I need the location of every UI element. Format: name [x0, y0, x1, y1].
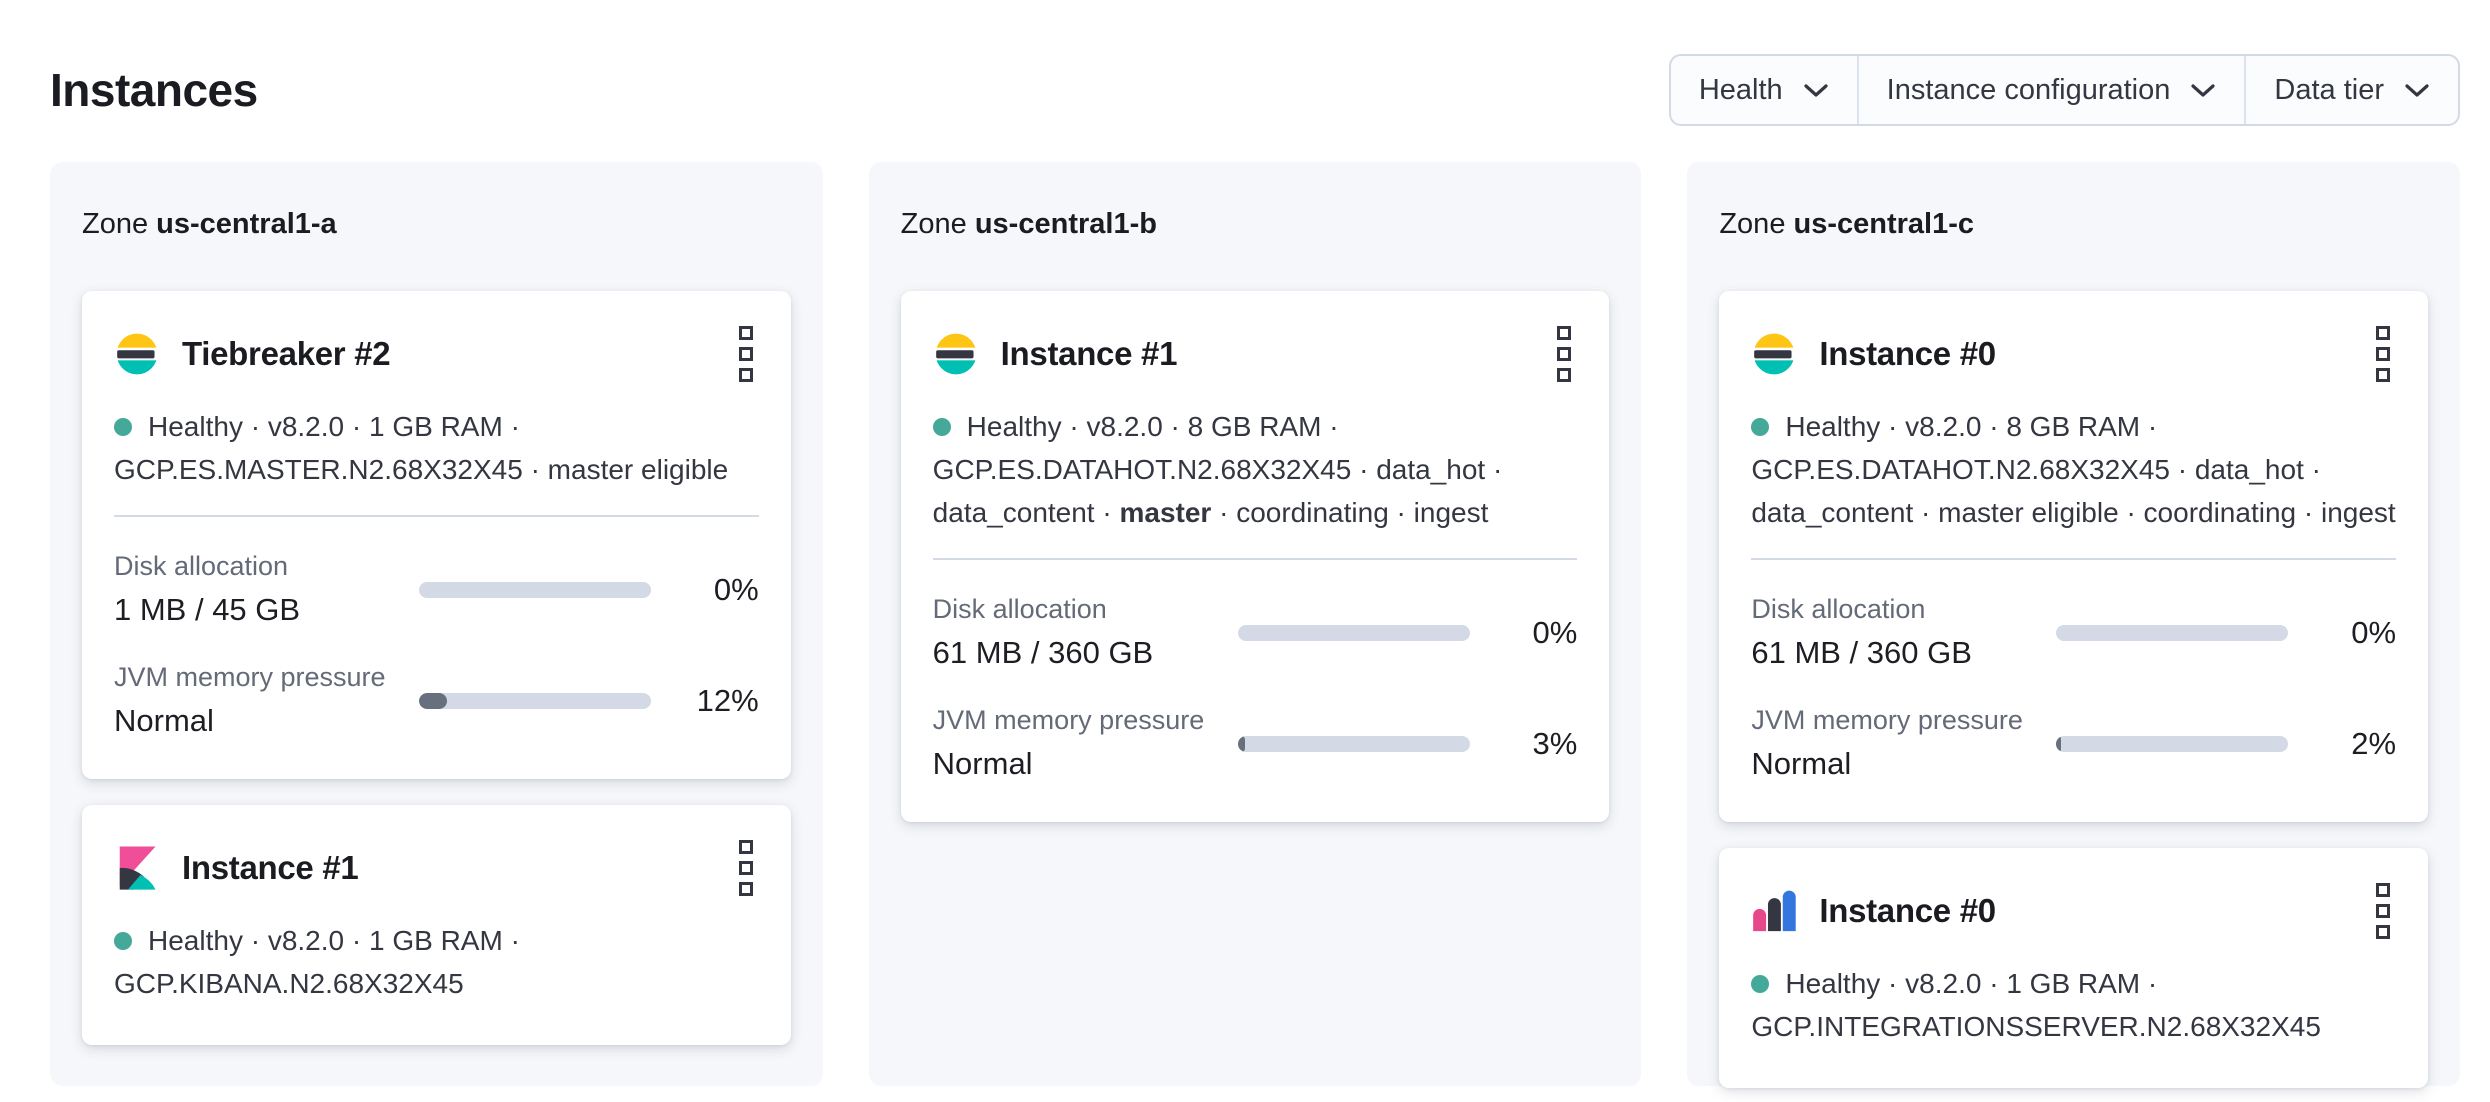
instance-config-line: GCP.INTEGRATIONSSERVER.N2.68X32X45	[1751, 1011, 2321, 1042]
metric-percent: 0%	[1532, 614, 1578, 650]
zone-label: Zone us-central1-a	[82, 208, 337, 240]
integrations-server-logo	[1751, 888, 1797, 934]
instance-card: Instance #0 Healthy · v8.2.0 · 8 GB RAM …	[1719, 291, 2429, 822]
filter-data-tier-button[interactable]: Data tier	[2244, 56, 2458, 124]
health-dot-icon	[114, 932, 132, 950]
instance-menu-button[interactable]	[734, 323, 759, 385]
disk-allocation-metric: Disk allocation 61 MB / 360 GB 0%	[933, 594, 1578, 671]
boxes-vertical-icon	[738, 840, 753, 896]
zones-row: Zone us-central1-a Tiebreaker #2 Healthy…	[50, 162, 2461, 1088]
health-dot-icon	[114, 418, 132, 436]
elasticsearch-logo	[933, 331, 979, 377]
instance-menu-button[interactable]	[734, 837, 759, 899]
metric-label: Disk allocation	[932, 594, 1107, 624]
jvm-pressure-bar	[1237, 735, 1470, 752]
boxes-vertical-icon	[2376, 326, 2391, 382]
instance-title: Tiebreaker #2	[182, 335, 391, 372]
boxes-vertical-icon	[1557, 326, 1572, 382]
instance-config-line: GCP.ES.MASTER.N2.68X32X45 · master eligi…	[114, 454, 729, 485]
metric-value: Normal	[932, 746, 1033, 781]
page-title: Instances	[50, 64, 258, 116]
disk-usage-bar	[1237, 624, 1470, 641]
instance-config-line: GCP.ES.DATAHOT.N2.68X32X45 · data_hot ·	[932, 454, 1503, 485]
instance-title: Instance #1	[1000, 335, 1178, 372]
chevron-down-icon	[2405, 83, 2429, 97]
health-dot-icon	[932, 418, 951, 436]
filter-health-label: Health	[1698, 73, 1783, 106]
instance-title: Instance #0	[1819, 892, 1996, 929]
disk-usage-bar	[419, 581, 651, 598]
metric-value: Normal	[114, 703, 214, 738]
card-divider	[1751, 558, 2397, 560]
chevron-down-icon	[2191, 83, 2215, 97]
chevron-down-icon	[1804, 83, 1828, 97]
zone-panel-us-central1-c: Zone us-central1-c Instance #0 Healthy ·…	[1687, 162, 2461, 1088]
instance-status-line: Healthy · v8.2.0 · 1 GB RAM ·	[114, 919, 759, 962]
instance-menu-button[interactable]	[2371, 880, 2396, 942]
instance-card: Instance #0 Healthy · v8.2.0 · 1 GB RAM …	[1719, 848, 2429, 1088]
instance-status-line: Healthy · v8.2.0 · 8 GB RAM ·	[1751, 405, 2396, 448]
metric-label: Disk allocation	[1751, 594, 1926, 624]
jvm-memory-pressure-metric: JVM memory pressure Normal 3%	[933, 705, 1578, 782]
instance-status-line: Healthy · v8.2.0 · 8 GB RAM ·	[932, 405, 1578, 448]
instance-roles-line: data_content · master · coordinating · i…	[932, 497, 1489, 528]
metric-percent: 2%	[2351, 725, 2397, 761]
health-dot-icon	[1751, 418, 1770, 436]
boxes-vertical-icon	[2376, 883, 2391, 939]
instance-status-line: Healthy · v8.2.0 · 1 GB RAM ·	[1751, 962, 2396, 1005]
metric-value: 61 MB / 360 GB	[932, 635, 1154, 670]
metric-percent: 0%	[713, 571, 759, 607]
instance-title: Instance #1	[182, 849, 359, 886]
metric-value: Normal	[1751, 746, 1852, 781]
disk-allocation-metric: Disk allocation 61 MB / 360 GB 0%	[1751, 594, 2396, 671]
kibana-logo	[114, 845, 160, 891]
instance-card: Tiebreaker #2 Healthy · v8.2.0 · 1 GB RA…	[82, 291, 791, 779]
elasticsearch-logo	[1751, 331, 1797, 377]
filter-health-button[interactable]: Health	[1671, 56, 1857, 124]
metric-value: 61 MB / 360 GB	[1751, 635, 1972, 670]
metric-percent: 0%	[2351, 614, 2397, 650]
instance-card: Instance #1 Healthy · v8.2.0 · 1 GB RAM …	[82, 805, 791, 1045]
instance-config-line: GCP.ES.DATAHOT.N2.68X32X45 · data_hot ·	[1751, 454, 2321, 485]
card-divider	[932, 558, 1578, 560]
zone-panel-us-central1-b: Zone us-central1-b Instance #1 Healthy ·…	[868, 162, 1642, 1086]
zone-label: Zone us-central1-b	[900, 208, 1157, 240]
zone-panel-us-central1-a: Zone us-central1-a Tiebreaker #2 Healthy…	[50, 162, 823, 1086]
jvm-pressure-bar	[419, 692, 651, 709]
instance-roles-line: data_content · master eligible · coordin…	[1751, 497, 2396, 528]
jvm-pressure-bar	[2056, 735, 2289, 752]
health-dot-icon	[1751, 975, 1770, 993]
metric-label: JVM memory pressure	[114, 662, 386, 692]
jvm-memory-pressure-metric: JVM memory pressure Normal 2%	[1751, 705, 2396, 782]
instance-menu-button[interactable]	[1552, 323, 1577, 385]
elasticsearch-logo	[114, 331, 160, 377]
metric-label: JVM memory pressure	[932, 705, 1205, 735]
page-header: Instances Health Instance configuration …	[50, 0, 2460, 126]
filter-group: Health Instance configuration Data tier	[1668, 54, 2460, 126]
jvm-memory-pressure-metric: JVM memory pressure Normal 12%	[114, 662, 759, 739]
metric-label: JVM memory pressure	[1751, 705, 2023, 735]
boxes-vertical-icon	[738, 326, 753, 382]
filter-instance-configuration-button[interactable]: Instance configuration	[1856, 56, 2245, 124]
filter-instance-configuration-label: Instance configuration	[1886, 73, 2171, 106]
metric-label: Disk allocation	[114, 551, 289, 581]
instance-menu-button[interactable]	[2371, 323, 2396, 385]
instance-title: Instance #0	[1819, 335, 1996, 372]
filter-data-tier-label: Data tier	[2274, 73, 2384, 106]
card-divider	[114, 515, 759, 517]
instance-config-line: GCP.KIBANA.N2.68X32X45	[114, 968, 464, 999]
disk-usage-bar	[2056, 624, 2289, 641]
instance-card: Instance #1 Healthy · v8.2.0 · 8 GB RAM …	[900, 291, 1610, 822]
metric-value: 1 MB / 45 GB	[114, 592, 301, 627]
metric-percent: 3%	[1532, 725, 1578, 761]
instance-status-line: Healthy · v8.2.0 · 1 GB RAM ·	[114, 405, 759, 448]
disk-allocation-metric: Disk allocation 1 MB / 45 GB 0%	[114, 551, 759, 628]
zone-label: Zone us-central1-c	[1719, 208, 1975, 240]
metric-percent: 12%	[696, 682, 759, 718]
